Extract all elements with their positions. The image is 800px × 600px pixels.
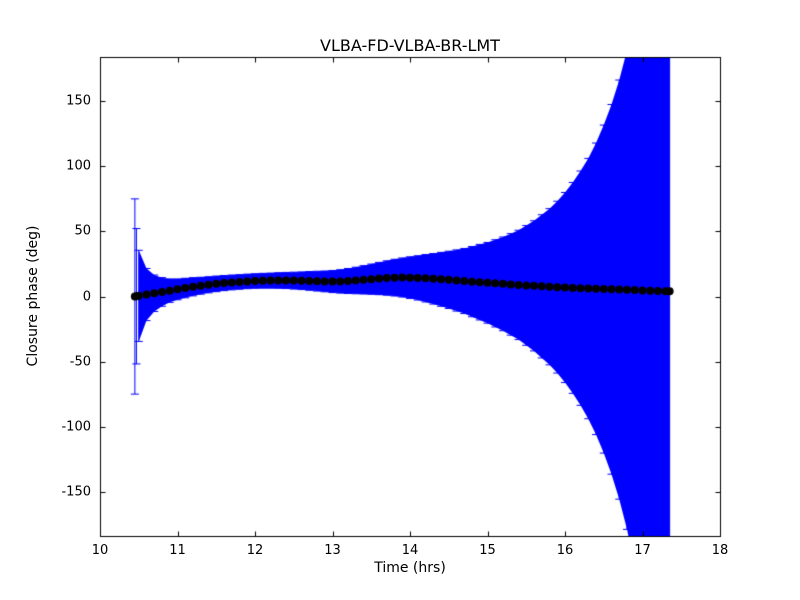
x-tick-label: 18 <box>711 543 729 558</box>
x-tick-label: 10 <box>91 543 109 558</box>
y-tick-label: 50 <box>74 223 91 239</box>
x-tick-label: 16 <box>556 543 574 558</box>
x-tick-label: 14 <box>401 543 419 558</box>
y-tick-label: 100 <box>66 158 91 174</box>
x-tick-label: 13 <box>324 543 341 558</box>
y-tick-label: -150 <box>61 484 91 500</box>
x-axis-label: Time (hrs) <box>374 560 446 576</box>
x-tick-label: 12 <box>246 543 264 558</box>
y-tick-label: 150 <box>66 93 91 109</box>
x-tick-label: 11 <box>169 543 186 558</box>
y-tick-label: 0 <box>82 289 91 304</box>
y-axis-label: Closure phase (deg) <box>25 225 41 367</box>
x-tick-label: 15 <box>479 543 496 558</box>
y-tick-label: -100 <box>61 419 91 435</box>
x-tick-label: 17 <box>634 543 651 558</box>
y-tick-label: -50 <box>69 354 91 370</box>
chart-title: VLBA-FD-VLBA-BR-LMT <box>320 36 500 55</box>
